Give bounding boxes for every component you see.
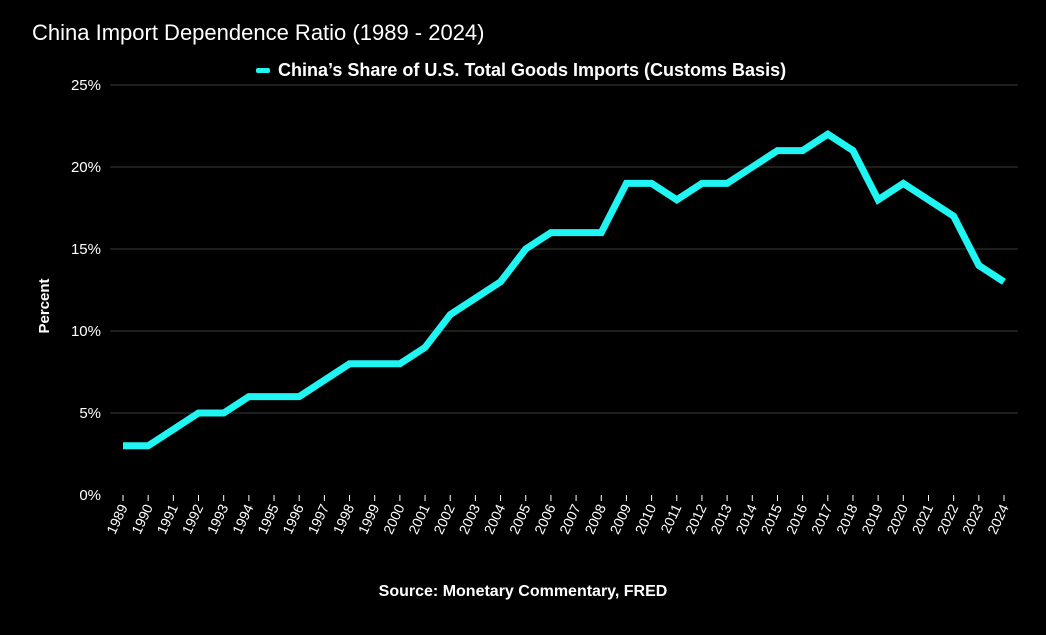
chart-title: China Import Dependence Ratio (1989 - 20… [32,20,485,45]
x-tick-label: 2001 [405,501,433,536]
x-tick-label: 2021 [909,501,937,536]
x-tick-label: 1989 [103,501,131,536]
x-axis-ticks: 1989199019911992199319941995199619971998… [103,495,1012,537]
x-tick-label: 2011 [657,501,684,535]
x-tick-label: 2024 [984,501,1012,536]
legend: China’s Share of U.S. Total Goods Import… [256,60,786,81]
x-tick-label: 2019 [858,501,886,536]
legend-label: China’s Share of U.S. Total Goods Import… [278,60,787,80]
x-tick-label: 2023 [959,501,987,536]
x-tick-label: 2007 [556,501,584,536]
x-tick-label: 2002 [430,501,458,536]
y-tick-label: 20% [71,159,101,176]
x-tick-label: 2016 [783,501,811,536]
x-tick-label: 2006 [531,501,559,536]
y-tick-label: 0% [79,487,101,504]
x-tick-label: 2012 [682,501,710,536]
y-tick-label: 15% [71,241,101,258]
x-tick-label: 1994 [229,501,257,536]
x-tick-label: 1998 [330,501,358,536]
x-tick-label: 1991 [153,501,181,536]
series-line [123,130,1006,450]
x-tick-label: 2015 [758,501,786,536]
x-tick-label: 2000 [380,501,408,536]
y-tick-label: 5% [79,405,101,422]
x-tick-label: 2008 [581,501,609,536]
x-tick-label: 2020 [883,501,911,536]
x-tick-label: 2005 [506,501,534,536]
series-lines [123,130,1006,450]
x-tick-label: 2017 [808,501,836,536]
x-tick-label: 1990 [128,501,156,536]
x-tick-label: 1999 [355,501,383,536]
y-axis-label: Percent [36,278,53,333]
x-tick-label: 2014 [732,501,760,536]
source-note: Source: Monetary Commentary, FRED [378,583,668,600]
x-tick-label: 2013 [707,501,735,536]
x-tick-label: 2009 [606,501,634,536]
grid-lines [110,84,1018,414]
x-tick-label: 2018 [833,501,861,536]
x-tick-label: 1992 [179,501,207,536]
x-tick-label: 2010 [632,501,660,536]
x-tick-label: 1993 [204,501,232,536]
y-axis-ticks: 0% 5% 10% 15% 20% 25% [71,77,101,504]
x-tick-label: 1995 [254,501,282,536]
x-tick-label: 1996 [279,501,307,536]
y-tick-label: 25% [71,77,101,94]
x-tick-label: 1997 [304,501,332,536]
legend-swatch [256,68,270,73]
y-tick-label: 10% [71,323,101,340]
x-tick-label: 2004 [481,501,509,536]
x-tick-label: 2022 [934,501,962,536]
x-tick-label: 2003 [455,501,483,536]
